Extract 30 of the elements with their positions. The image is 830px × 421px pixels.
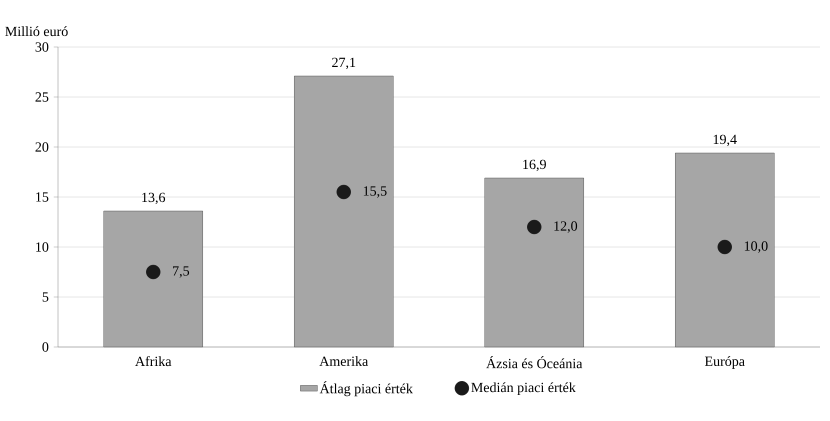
data-label: 15,5 [364,186,387,198]
point [336,184,351,200]
y-tick-label: 30 [36,42,48,52]
point [527,220,542,234]
x-tick-label: Afrika [135,356,172,366]
x-tick-label: Európa [704,356,745,369]
data-label: 16,9 [523,160,546,172]
data-label: 10,0 [744,241,768,253]
bar [294,76,394,348]
bar [675,152,774,348]
y-tick-label: 15 [36,192,48,202]
y-tick-label: 20 [35,142,48,152]
x-tick-label: Amerika [319,356,368,366]
data-label: 13,6 [142,192,166,204]
bar [104,210,203,348]
data-label: 7,5 [173,266,190,278]
y-axis-title: Millió euró [5,26,68,36]
y-tick-label: 25 [35,92,48,102]
point [718,240,732,254]
point [146,264,160,280]
legend-label: Medián piaci érték [471,382,576,396]
y-tick-label: 5 [42,292,48,302]
data-label: 27,1 [332,58,356,70]
data-label: 12,0 [554,221,578,233]
data-label: 19,4 [714,134,737,146]
y-tick-label: 10 [36,242,48,252]
x-tick-label: Ázsia és Óceánia [486,356,582,368]
y-tick-label: 0 [42,342,48,352]
bar [484,178,584,348]
legend-label: Átlag piaci érték [320,381,413,396]
